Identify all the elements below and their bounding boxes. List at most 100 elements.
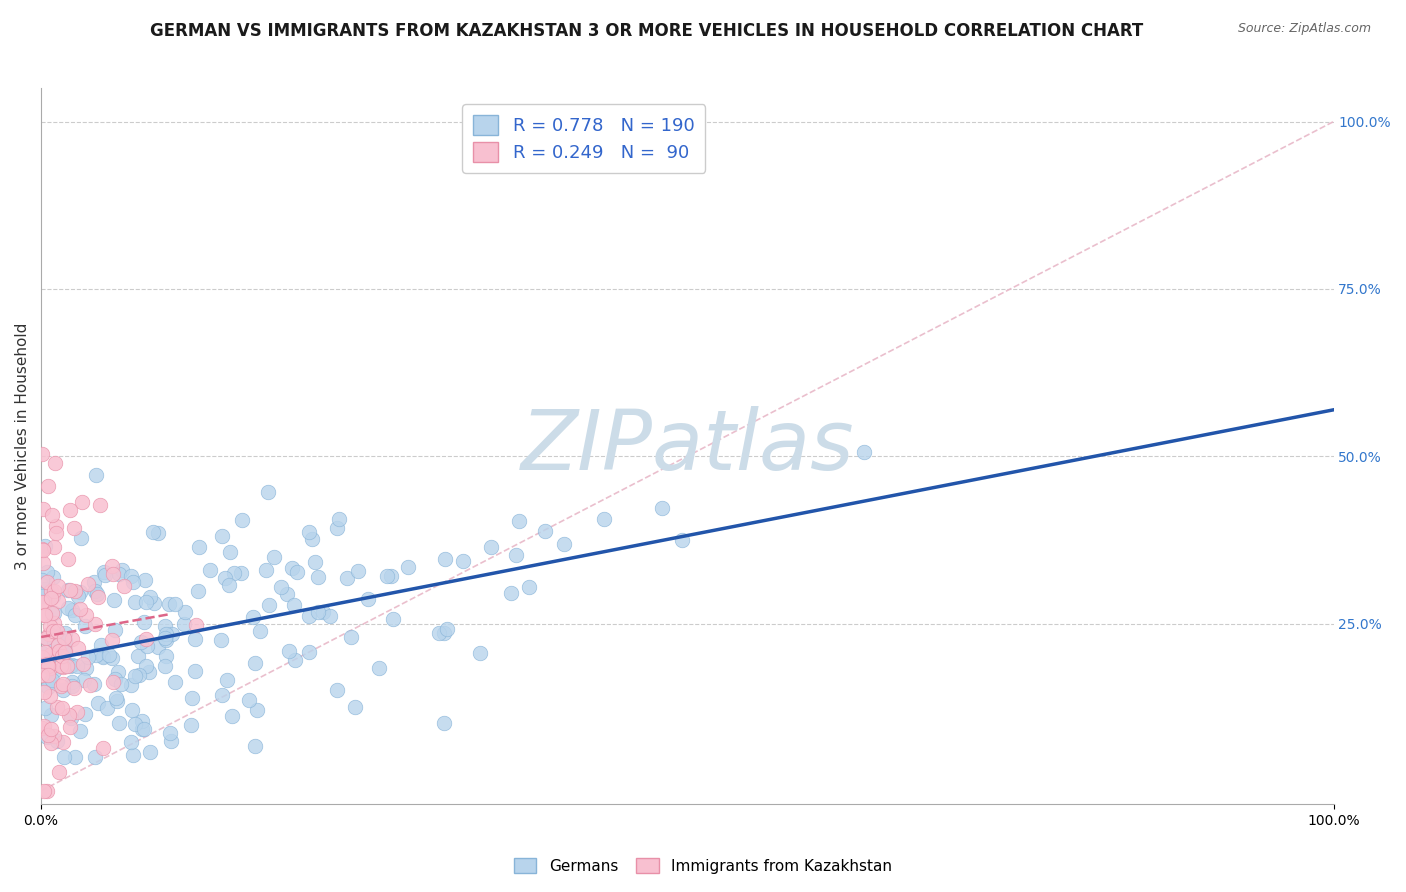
Point (103, 592, 125, 607)
Point (42, 540, 65, 554)
Point (60, 603, 83, 617)
Point (107, 665, 129, 679)
Point (347, 564, 370, 578)
Point (188, 541, 211, 555)
Point (60, 657, 83, 672)
Point (121, 574, 143, 589)
Point (155, 627, 177, 641)
Point (231, 512, 253, 526)
Point (120, 568, 142, 582)
Point (39, 675, 62, 690)
Point (32, 650, 55, 665)
Point (94, 567, 117, 582)
Point (37, 659, 59, 673)
Point (155, 649, 177, 664)
Point (56, 659, 79, 673)
Point (34, 645, 56, 659)
Point (136, 639, 159, 653)
Point (381, 612, 404, 626)
Point (534, 524, 557, 538)
Point (59, 659, 82, 673)
Point (34, 684, 56, 698)
Point (336, 571, 359, 585)
Point (311, 606, 333, 620)
Point (34, 539, 56, 553)
Point (58, 583, 80, 598)
Point (53, 643, 76, 657)
Point (38, 626, 60, 640)
Point (63, 521, 86, 535)
Point (91, 649, 114, 664)
Point (173, 617, 195, 632)
Point (73, 673, 96, 688)
Point (108, 567, 131, 582)
Point (222, 566, 245, 581)
Point (55, 658, 77, 673)
Point (63, 607, 86, 622)
Point (84, 467, 107, 482)
Point (124, 595, 146, 609)
Point (31, 646, 53, 660)
Point (31, 542, 53, 557)
Point (37, 730, 59, 744)
Point (257, 484, 280, 499)
Point (55, 625, 77, 640)
Point (517, 580, 540, 594)
Point (436, 623, 458, 637)
Point (307, 605, 329, 619)
Point (111, 563, 134, 577)
Point (131, 722, 153, 736)
Point (69, 585, 91, 599)
Point (298, 524, 321, 539)
Point (39, 735, 62, 749)
Point (433, 626, 456, 640)
Point (69, 724, 91, 739)
Point (242, 610, 264, 624)
Point (298, 645, 321, 659)
Point (45, 518, 67, 533)
Point (134, 722, 156, 736)
Point (31, 721, 53, 735)
Point (131, 714, 153, 728)
Point (209, 632, 232, 647)
Point (52, 735, 75, 749)
Point (45, 700, 67, 714)
Point (283, 599, 305, 613)
Point (42, 615, 65, 630)
Point (41, 508, 63, 522)
Point (101, 558, 124, 573)
Y-axis label: 3 or more Vehicles in Household: 3 or more Vehicles in Household (15, 323, 30, 570)
Point (505, 549, 527, 563)
Point (853, 444, 876, 458)
Point (103, 674, 125, 689)
Point (46, 594, 69, 608)
Point (45, 526, 67, 541)
Point (42, 624, 65, 639)
Point (96, 700, 118, 714)
Point (67, 589, 90, 603)
Point (42, 634, 65, 648)
Point (138, 745, 160, 759)
Point (37, 478, 59, 492)
Point (60, 711, 83, 725)
Point (75, 619, 97, 633)
Point (173, 605, 195, 619)
Point (49, 659, 72, 673)
Point (243, 739, 266, 753)
Point (155, 658, 177, 673)
Point (46, 638, 69, 652)
Point (651, 501, 673, 516)
Point (89, 499, 111, 513)
Point (231, 566, 253, 581)
Point (375, 568, 398, 582)
Point (211, 688, 233, 702)
Point (87, 590, 110, 604)
Point (72, 657, 94, 672)
Point (101, 651, 124, 665)
Point (134, 573, 156, 587)
Point (101, 566, 124, 581)
Point (51, 701, 73, 715)
Point (53, 645, 76, 659)
Point (180, 718, 202, 732)
Point (83, 574, 105, 589)
